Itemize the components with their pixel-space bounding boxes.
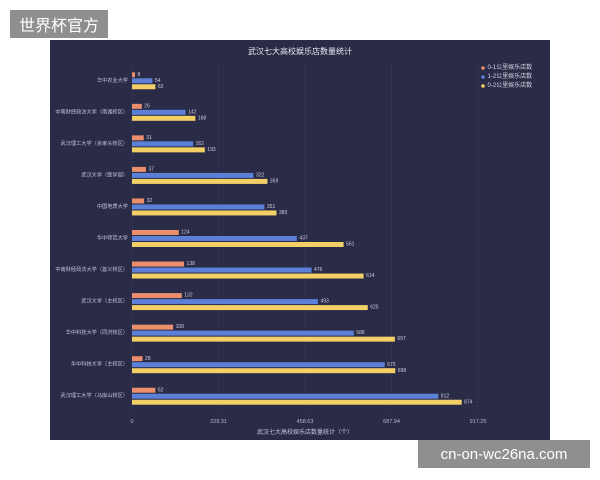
data-label-series-3: 625 — [370, 305, 379, 311]
data-label-series-1: 26 — [144, 103, 150, 109]
category-label: 武汉理工大学（马房山校区） — [61, 391, 128, 399]
category-label: 华中科技大学（主校区） — [71, 360, 128, 368]
bar-series-1 — [132, 135, 144, 141]
bar-series-3 — [132, 210, 277, 216]
watermark-top-left: 世界杯官方 — [10, 10, 108, 38]
x-axis-title: 武汉七大高校娱乐店数量统计（个） — [257, 428, 353, 436]
legend-label: 0-2公里娱乐店数 — [488, 81, 533, 89]
legend-marker — [481, 84, 485, 88]
chart-panel: 武汉七大高校娱乐店数量统计 0 229.31 458.63 687.94 917.25 武汉… — [50, 40, 550, 440]
bar-series-2 — [132, 393, 439, 399]
bar-series-1 — [132, 387, 156, 393]
category-label: 华中农业大学 — [97, 76, 128, 84]
bar-series-2 — [132, 299, 318, 305]
data-label-series-3: 561 — [346, 242, 355, 248]
bar-series-3 — [132, 273, 364, 279]
data-label-series-1: 37 — [148, 167, 154, 173]
data-label-series-3: 698 — [398, 368, 407, 374]
bar-series-1 — [132, 198, 145, 204]
category-label: 武汉大学（医学部） — [81, 170, 128, 178]
data-label-series-1: 32 — [147, 198, 153, 204]
bar-series-2 — [132, 141, 194, 147]
data-label-series-2: 54 — [155, 78, 161, 84]
data-label-series-1: 62 — [158, 387, 164, 393]
x-tick-label: 0 — [130, 419, 133, 425]
data-label-series-3: 168 — [198, 115, 207, 121]
category-label: 中南财经政法大学（南湖校区） — [55, 107, 128, 115]
data-label-series-3: 614 — [366, 273, 375, 279]
bar-series-2 — [132, 267, 312, 273]
chart-title: 武汉七大高校娱乐店数量统计 — [248, 46, 352, 56]
legend-marker — [481, 66, 485, 70]
category-label: 中南财经政法大学（首义校区） — [55, 265, 128, 273]
data-label-series-2: 322 — [256, 173, 265, 179]
data-label-series-1: 28 — [145, 356, 151, 362]
category-label: 华中师范大学 — [97, 234, 128, 242]
data-label-series-2: 588 — [356, 330, 365, 336]
bar-series-2 — [132, 172, 254, 178]
bar-series-1 — [132, 166, 146, 172]
data-label-series-1: 8 — [138, 72, 141, 78]
data-label-series-1: 31 — [146, 135, 152, 141]
bar-series-2 — [132, 78, 153, 84]
data-label-series-2: 493 — [320, 299, 329, 305]
bar-series-1 — [132, 261, 185, 267]
data-label-series-3: 193 — [207, 147, 216, 153]
data-label-series-3: 62 — [158, 84, 164, 90]
bar-series-3 — [132, 147, 205, 153]
data-label-series-2: 351 — [267, 204, 276, 210]
x-tick-label: 458.63 — [297, 419, 314, 425]
data-label-series-1: 132 — [184, 293, 193, 299]
data-label-series-3: 874 — [464, 399, 473, 405]
bar-series-3 — [132, 242, 344, 247]
bar-series-3 — [132, 399, 462, 405]
horizontal-bar-chart: 武汉七大高校娱乐店数量统计 0 229.31 458.63 687.94 917.25 武汉… — [55, 46, 533, 436]
watermark-bottom-right: cn-on-wc26na.com — [418, 440, 590, 468]
bar-series-1 — [132, 230, 179, 235]
data-label-series-3: 697 — [397, 336, 406, 342]
bar-series-2 — [132, 236, 297, 241]
bar-series-3 — [132, 84, 156, 90]
category-label: 武汉大学（主校区） — [81, 297, 128, 305]
bar-series-3 — [132, 336, 395, 342]
data-label-series-1: 138 — [187, 261, 196, 267]
data-label-series-1: 109 — [176, 324, 185, 330]
bar-series-1 — [132, 356, 143, 362]
bar-series-3 — [132, 178, 268, 184]
bar-series-2 — [132, 362, 385, 368]
bar-series-1 — [132, 293, 182, 299]
bar-series-1 — [132, 103, 142, 109]
category-label: 中国地质大学 — [97, 202, 128, 210]
bar-series-3 — [132, 368, 396, 374]
x-tick-label: 917.25 — [470, 419, 487, 425]
bar-series-3 — [132, 305, 368, 311]
category-label: 华中科技大学（同济校区） — [66, 328, 128, 336]
data-label-series-3: 359 — [270, 179, 279, 185]
data-label-series-2: 812 — [441, 393, 450, 399]
bar-series-3 — [132, 115, 196, 121]
bar-series-2 — [132, 330, 354, 336]
data-label-series-2: 670 — [387, 362, 396, 368]
data-label-series-2: 162 — [196, 141, 205, 147]
data-label-series-3: 383 — [279, 210, 288, 216]
bar-series-2 — [132, 109, 186, 115]
bar-series-1 — [132, 324, 174, 330]
data-label-series-2: 437 — [299, 236, 308, 242]
x-tick-label: 687.94 — [383, 419, 400, 425]
x-tick-label: 229.31 — [210, 419, 227, 425]
data-label-series-1: 124 — [181, 230, 190, 236]
data-label-series-2: 142 — [188, 109, 197, 115]
legend-marker — [481, 75, 485, 79]
bar-series-2 — [132, 204, 265, 210]
bar-series-1 — [132, 72, 136, 78]
data-label-series-2: 476 — [314, 267, 323, 273]
category-label: 武汉理工大学（余家头校区） — [61, 139, 128, 147]
legend-label: 0-1公里娱乐店数 — [488, 63, 533, 71]
legend-label: 1-2公里娱乐店数 — [488, 72, 533, 80]
